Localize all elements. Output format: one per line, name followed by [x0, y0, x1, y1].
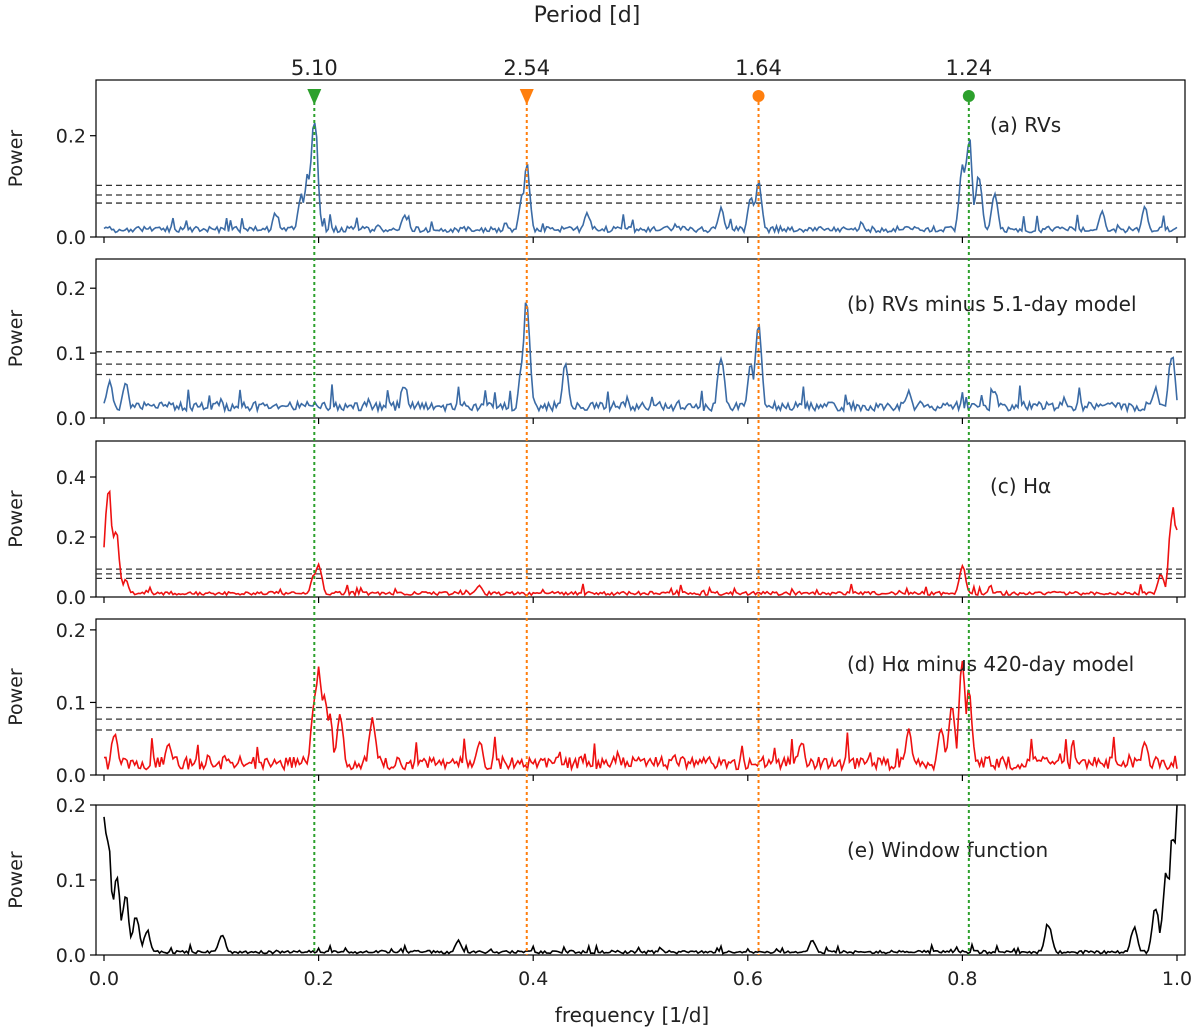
x-tick-label: 0.8 [947, 968, 977, 990]
y-tick-label: 0.0 [56, 587, 86, 609]
panel-d: 0.0 0.1 0.2 Power (d) Hα minus 420-day model [5, 618, 1186, 787]
y-tick-label: 0.2 [56, 126, 86, 148]
y-tick-label: 0.2 [56, 278, 86, 300]
panel-label: (e) Window function [847, 838, 1048, 862]
x-tick-label: 0.2 [303, 968, 333, 990]
panel-label: (a) RVs [990, 113, 1061, 137]
y-axis-label: Power [5, 490, 27, 548]
panel-frame [95, 618, 1186, 776]
panel-label: (b) RVs minus 5.1-day model [847, 292, 1137, 316]
period-marker-triangle [519, 89, 534, 105]
panel-frame [95, 79, 1186, 238]
panel-label: (c) Hα [990, 474, 1051, 498]
period-marker-layer: 0.0 0.2 0.4 0.6 0.8 1.0 5.10 2.54 1.64 1.24 [89, 56, 1192, 990]
y-tick-label: 0.2 [56, 620, 86, 642]
period-axis-title: Period [d] [534, 3, 641, 28]
panel-a: 0.0 0.2 Power (a) RVs [5, 79, 1186, 249]
y-tick-label: 0.1 [56, 870, 86, 892]
y-tick-label: 0.1 [56, 343, 86, 365]
y-tick-label: 0.1 [56, 692, 86, 714]
panel-b: 0.0 0.1 0.2 Power (b) RVs minus 5.1-day mode… [5, 258, 1186, 430]
period-label: 2.54 [503, 56, 550, 80]
y-tick-label: 0.0 [56, 227, 86, 249]
panel-frame [95, 804, 1186, 956]
period-marker-triangle [307, 89, 322, 105]
y-tick-label: 0.2 [56, 527, 86, 549]
x-tick-label: 0.6 [733, 968, 763, 990]
y-axis-label: Power [5, 851, 27, 909]
series-line-e [103, 805, 1178, 955]
period-marker-circle [962, 90, 975, 102]
period-label: 1.64 [735, 56, 782, 80]
y-tick-label: 0.4 [56, 467, 86, 489]
x-tick-label: 0.4 [518, 968, 548, 990]
panel-frame [95, 258, 1186, 419]
period-label: 1.24 [945, 56, 992, 80]
series-line-d [103, 660, 1178, 773]
y-tick-label: 0.0 [56, 765, 86, 787]
series-line-a [103, 122, 1178, 235]
y-tick-label: 0.0 [56, 408, 86, 430]
series-line-c [103, 489, 1178, 597]
panel-c: 0.0 0.2 0.4 Power (c) Hα [5, 440, 1186, 609]
y-tick-label: 0.0 [56, 945, 86, 967]
y-axis-label: Power [5, 668, 27, 726]
y-tick-label: 0.2 [56, 795, 86, 817]
panel-e: 0.0 0.1 0.2 Power (e) Window function [5, 795, 1186, 967]
panel-frame [95, 440, 1186, 598]
x-tick-label: 0.0 [89, 968, 119, 990]
period-label: 5.10 [291, 56, 338, 80]
y-axis-label: Power [5, 130, 27, 188]
series-line-b [103, 302, 1178, 414]
panel-label: (d) Hα minus 420-day model [847, 652, 1134, 676]
x-tick-label: 1.0 [1162, 968, 1192, 990]
period-marker-circle [752, 90, 765, 102]
x-axis-title: frequency [1/d] [555, 1003, 709, 1027]
y-axis-label: Power [5, 310, 27, 368]
series-layer: 0.0 0.2 Power (a) RVs 0.0 0.1 0.2 Power (b) RVs … [5, 79, 1186, 967]
